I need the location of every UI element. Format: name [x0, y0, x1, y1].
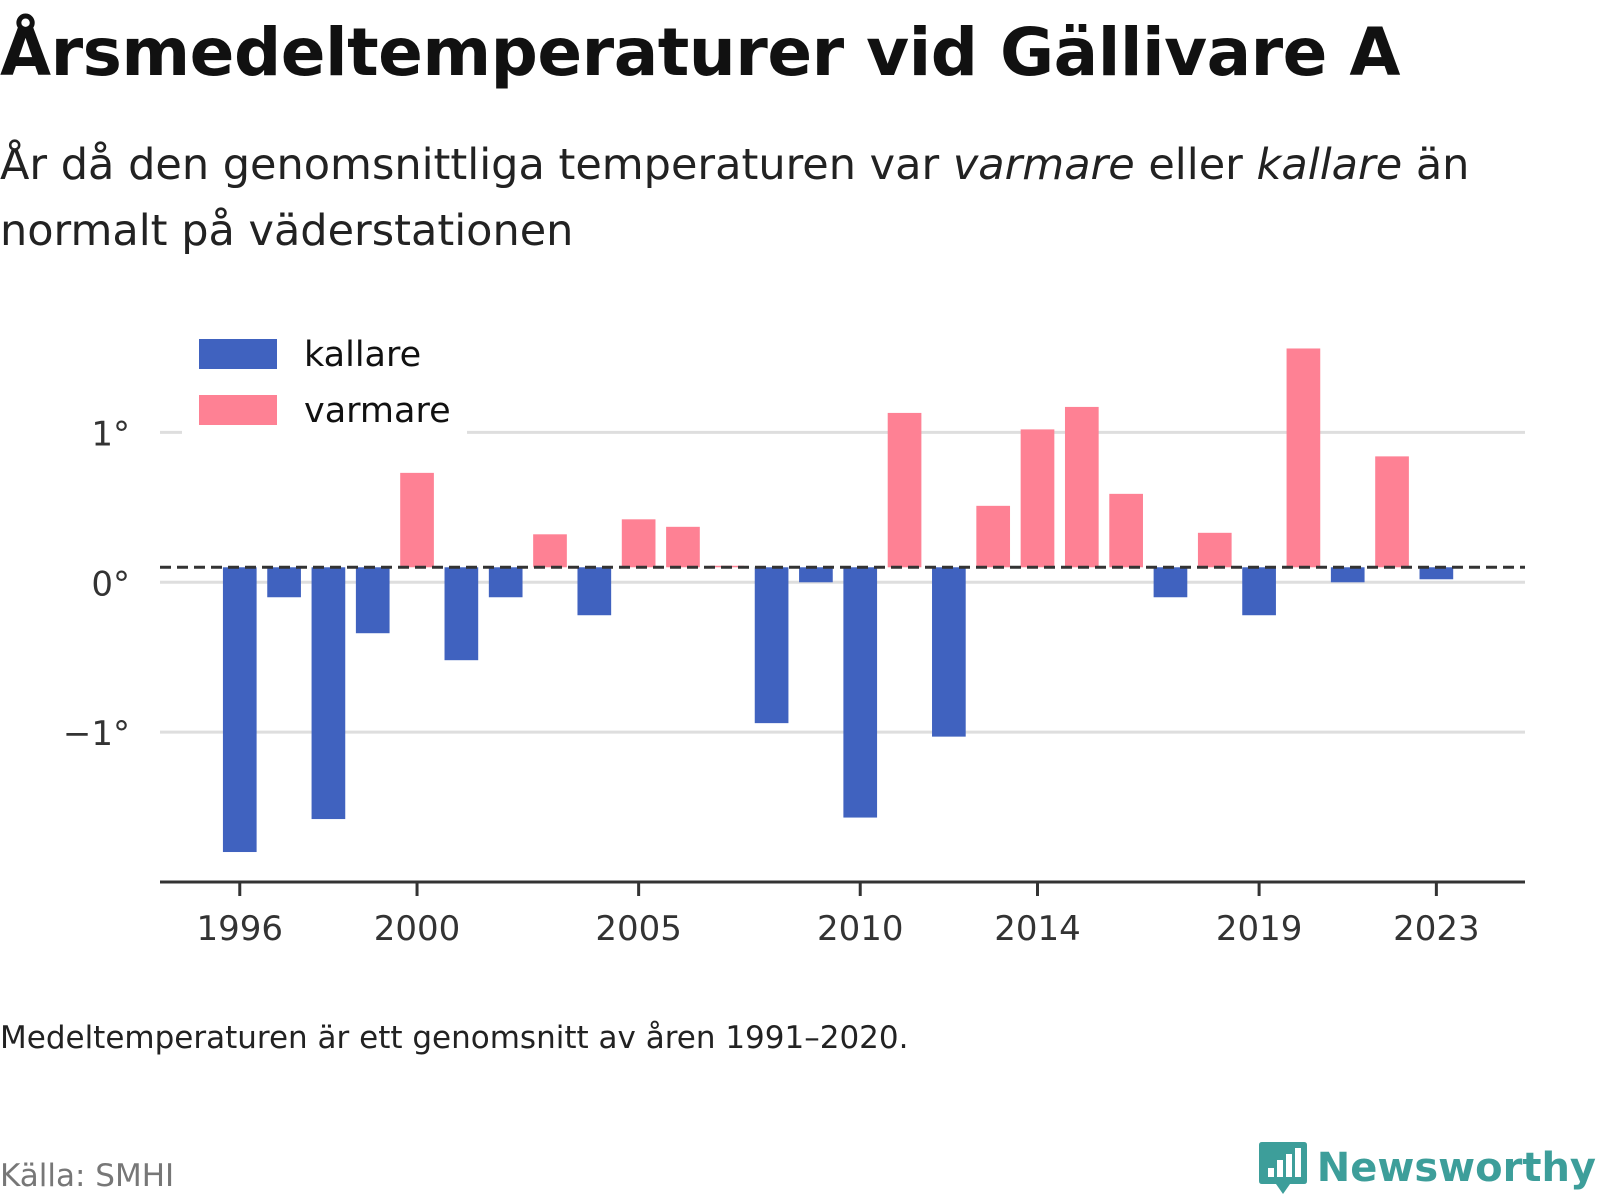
bar-1996 [222, 567, 257, 853]
bars [222, 348, 1454, 853]
source-credit: Källa: SMHI [0, 1158, 175, 1194]
x-tick-label: 1996 [197, 909, 284, 949]
bar-2016 [1109, 493, 1143, 568]
x-tick-label: 2014 [994, 909, 1081, 949]
bar-2012 [932, 567, 966, 737]
x-tick-label: 2023 [1393, 909, 1480, 949]
bar-2004 [577, 567, 612, 616]
bar-2002 [488, 567, 523, 598]
bar-2014 [1020, 429, 1055, 568]
chart-bubble-icon [1258, 1142, 1307, 1194]
bar-2000 [400, 472, 434, 568]
brand-name: Newsworthy [1316, 1145, 1596, 1191]
x-tick-label: 2019 [1216, 909, 1303, 949]
y-tick-labels: 1° 0° −1° [63, 414, 130, 754]
y-tick-label: 0° [91, 564, 130, 604]
bar-2019 [1242, 567, 1276, 616]
chart-title: Årsmedeltemperaturer vid Gällivare A [0, 14, 1401, 91]
bar-2013 [976, 505, 1011, 568]
subtitle-part-3: än normalt på väderstationen [0, 140, 1470, 256]
bar-2023 [1419, 567, 1454, 580]
bar-2018 [1197, 532, 1232, 568]
bar-2020 [1286, 348, 1321, 568]
subtitle-part-1: År då den genomsnittliga temperaturen va… [0, 140, 953, 190]
bar-2015 [1064, 406, 1099, 568]
bar-2008 [754, 567, 789, 724]
bar-2011 [887, 412, 922, 568]
x-tick-label: 2000 [374, 909, 461, 949]
bar-2017 [1153, 567, 1188, 598]
subtitle-part-2: eller [1134, 140, 1257, 190]
y-tick-label: −1° [63, 714, 130, 754]
legend-swatch [199, 395, 277, 425]
bar-2006 [666, 526, 700, 568]
bar-2001 [444, 567, 479, 661]
legend-swatch [199, 339, 277, 369]
x-tick-label: 2005 [595, 909, 682, 949]
subtitle-warm-word: varmare [952, 140, 1135, 190]
footnote: Medeltemperaturen är ett genomsnitt av å… [0, 1020, 909, 1056]
brand-logo: Newsworthy [1257, 1140, 1596, 1196]
legend: kallare varmare [182, 320, 467, 442]
legend-label: kallare [304, 335, 421, 375]
chart-subtitle: År då den genomsnittliga temperaturen va… [0, 132, 1560, 264]
bar-2021 [1330, 567, 1365, 583]
y-tick-label: 1° [91, 414, 130, 454]
x-ticks: 1996 2000 2005 2010 2014 2019 2023 [197, 882, 1480, 949]
legend-label: varmare [304, 391, 451, 431]
bar-2003 [533, 534, 567, 568]
bar-1998 [311, 567, 346, 820]
bar-2022 [1375, 456, 1409, 568]
bar-2009 [799, 567, 833, 583]
bar-2005 [621, 519, 656, 568]
bar-1997 [267, 567, 301, 598]
bar-1999 [355, 567, 390, 634]
x-tick-label: 2010 [817, 909, 904, 949]
subtitle-cold-word: kallare [1256, 140, 1403, 190]
temperature-bar-chart: 1° 0° −1° kallare varmare 1996 2000 2005 2010 2… [63, 320, 1525, 949]
bar-2010 [843, 567, 878, 818]
